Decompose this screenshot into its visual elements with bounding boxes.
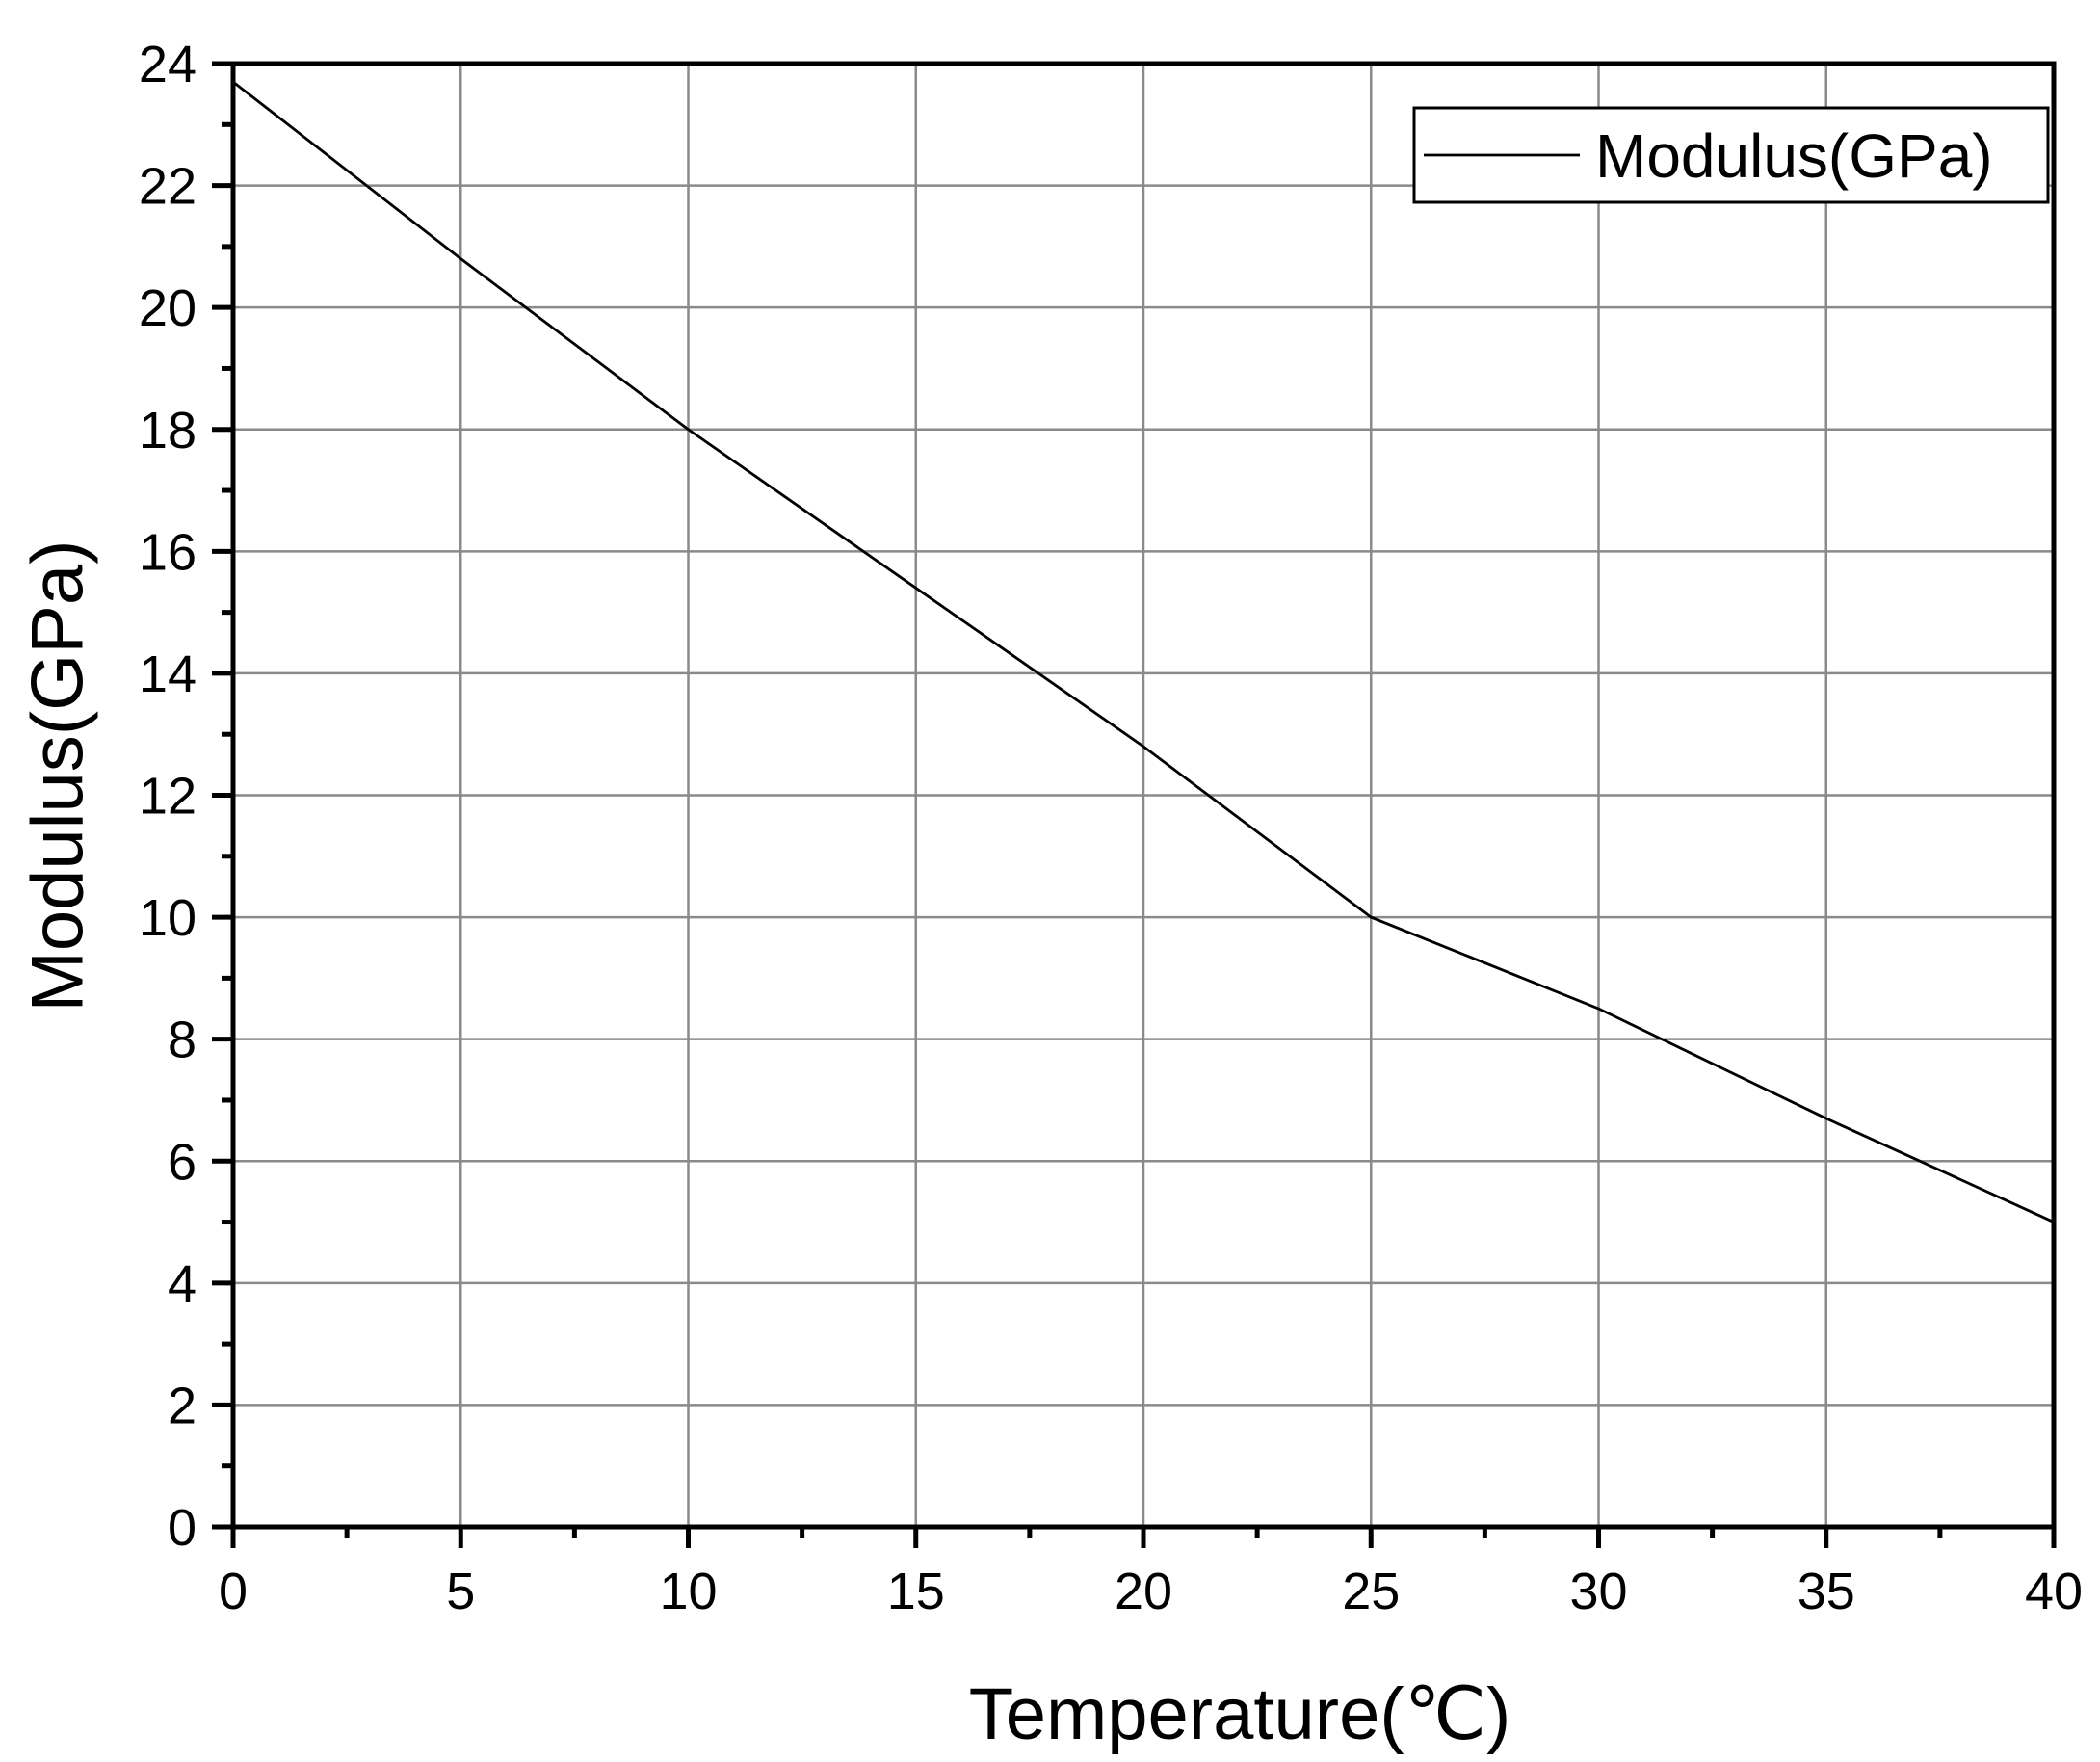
y-tick-label-4: 4 bbox=[168, 1255, 197, 1313]
x-tick-label-40: 40 bbox=[2025, 1563, 2083, 1620]
y-tick-label-0: 0 bbox=[168, 1499, 197, 1557]
x-tick-labels: 0 5 10 15 20 25 30 35 40 bbox=[219, 1563, 2083, 1620]
y-tick-label-16: 16 bbox=[139, 523, 197, 581]
x-tick-label-20: 20 bbox=[1115, 1563, 1172, 1620]
y-tick-label-2: 2 bbox=[168, 1377, 197, 1434]
x-tick-label-25: 25 bbox=[1342, 1563, 1400, 1620]
y-tick-label-22: 22 bbox=[139, 158, 197, 216]
y-tick-label-10: 10 bbox=[139, 889, 197, 947]
series-layer bbox=[232, 80, 2055, 1223]
x-axis-title: Temperature(℃) bbox=[969, 1673, 1511, 1755]
y-tick-label-8: 8 bbox=[168, 1012, 197, 1069]
y-tick-label-18: 18 bbox=[139, 402, 197, 460]
grid-lines bbox=[233, 64, 2054, 1527]
legend: Modulus(GPa) bbox=[1412, 106, 2050, 204]
x-tick-label-0: 0 bbox=[219, 1563, 248, 1620]
y-tick-label-6: 6 bbox=[168, 1133, 197, 1191]
x-tick-label-15: 15 bbox=[887, 1563, 945, 1620]
y-tick-label-12: 12 bbox=[139, 768, 197, 826]
y-tick-label-24: 24 bbox=[139, 36, 197, 93]
series-line-modulus bbox=[232, 80, 2055, 1223]
y-tick-label-14: 14 bbox=[139, 645, 197, 703]
y-tick-label-20: 20 bbox=[139, 279, 197, 337]
y-axis-title: Modulus(GPa) bbox=[17, 540, 99, 1012]
x-tick-label-5: 5 bbox=[446, 1563, 475, 1620]
legend-entry-modulus: Modulus(GPa) bbox=[1595, 121, 1993, 191]
x-tick-label-10: 10 bbox=[659, 1563, 717, 1620]
x-tick-label-35: 35 bbox=[1798, 1563, 1855, 1620]
axis-ticks bbox=[212, 61, 2057, 1548]
x-tick-label-30: 30 bbox=[1569, 1563, 1627, 1620]
